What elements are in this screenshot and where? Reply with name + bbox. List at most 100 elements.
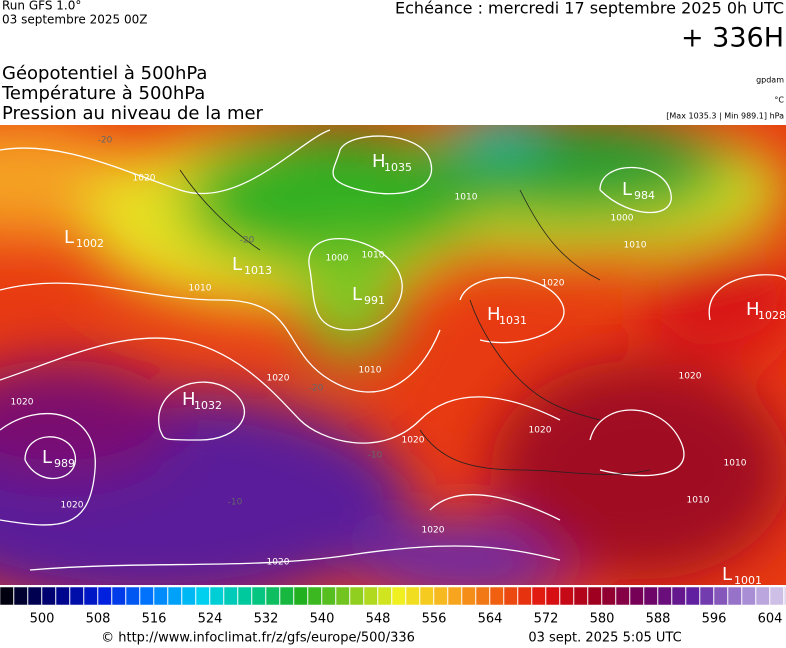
colorbar-cell	[321, 586, 336, 606]
colorbar-cell	[111, 586, 126, 606]
colorbar-cell	[195, 586, 210, 606]
colorbar-cell	[671, 586, 686, 606]
unit-label: °C	[774, 96, 784, 105]
colorbar-label: 572	[534, 612, 559, 627]
colorbar-cell	[237, 586, 252, 606]
colorbar-cell	[741, 586, 756, 606]
colorbar-cell	[265, 586, 280, 606]
colorbar-cell	[363, 586, 378, 606]
isobar-label: 1020	[133, 174, 156, 184]
colorbar-cell	[713, 586, 728, 606]
isobar-label: 1010	[455, 193, 478, 203]
colorbar-cell	[13, 586, 28, 606]
colorbar-cell	[727, 586, 742, 606]
isobar-label: 1020	[542, 279, 565, 289]
layer-label: Pression au niveau de la mer	[2, 103, 264, 124]
colorbar-cell	[419, 586, 434, 606]
isobar-label: 1000	[611, 214, 634, 224]
colorbar-cell	[41, 586, 56, 606]
map-field	[0, 125, 786, 585]
colorbar-cell	[559, 586, 574, 606]
layer-label: Température à 500hPa	[1, 83, 205, 104]
pressure-value: 984	[634, 189, 655, 202]
pressure-letter: L	[622, 179, 632, 200]
colorbar-cell	[391, 586, 406, 606]
unit-label: [Max 1035.3 | Min 989.1] hPa	[666, 112, 784, 121]
colorbar-cell	[475, 586, 490, 606]
isobar-label: 1010	[724, 459, 747, 469]
isobar-label: 1020	[679, 372, 702, 382]
isobar-label: 1010	[359, 366, 382, 376]
isobar-label: 1010	[189, 284, 212, 294]
colorbar-cell	[293, 586, 308, 606]
colorbar-cell	[755, 586, 770, 606]
pressure-value: 1032	[194, 399, 222, 412]
footer-time: 03 sept. 2025 5:05 UTC	[528, 631, 681, 646]
colorbar-label: 580	[590, 612, 615, 627]
colorbar-cell	[167, 586, 182, 606]
pressure-letter: H	[746, 299, 760, 320]
colorbar-label: 524	[198, 612, 223, 627]
colorbar-cell	[153, 586, 168, 606]
colorbar-cell	[503, 586, 518, 606]
colorbar-cell	[139, 586, 154, 606]
pressure-letter: H	[182, 389, 196, 410]
colorbar-cell	[783, 586, 786, 606]
pressure-value: 1028	[758, 309, 786, 322]
colorbar-label: 540	[310, 612, 335, 627]
unit-label: gpdam	[756, 76, 784, 85]
colorbar-cell	[181, 586, 196, 606]
isotherm-label: -10	[228, 498, 243, 508]
isobar-label: 1020	[422, 526, 445, 536]
colorbar-cell	[433, 586, 448, 606]
pressure-value: 1031	[499, 314, 527, 327]
colorbar-cell	[279, 586, 294, 606]
colorbar-cell	[615, 586, 630, 606]
colorbar-cell	[307, 586, 322, 606]
colorbar-cell	[349, 586, 364, 606]
colorbar-label: 596	[702, 612, 727, 627]
isobar-label: 1020	[267, 374, 290, 384]
isotherm-label: -20	[240, 236, 255, 246]
colorbar-cell	[97, 586, 112, 606]
colorbar-cell	[489, 586, 504, 606]
forecast-time: Echéance : mercredi 17 septembre 2025 0h…	[395, 0, 784, 18]
colorbar-cell	[377, 586, 392, 606]
pressure-letter: L	[352, 284, 362, 305]
isobar-label: 1020	[402, 436, 425, 446]
isotherm-label: -20	[309, 384, 324, 394]
colorbar-label: 516	[142, 612, 167, 627]
pressure-letter: H	[372, 151, 386, 172]
pressure-value: 1002	[76, 237, 104, 250]
colorbar-label: 604	[758, 612, 783, 627]
isobar-label: 1010	[362, 251, 385, 261]
colorbar-cell	[223, 586, 238, 606]
colorbar-cell	[55, 586, 70, 606]
colorbar-cell	[629, 586, 644, 606]
colorbar-cell	[601, 586, 616, 606]
pressure-value: 1035	[384, 161, 412, 174]
colorbar-label: 548	[366, 612, 391, 627]
isotherm-label: -10	[368, 451, 383, 461]
colorbar-cell	[125, 586, 140, 606]
colorbar-cell	[769, 586, 784, 606]
colorbar-label: 564	[478, 612, 503, 627]
colorbar-label: 508	[86, 612, 111, 627]
colorbar-cell	[27, 586, 42, 606]
pressure-letter: H	[487, 304, 501, 325]
pressure-value: 989	[54, 457, 75, 470]
isobar-label: 1020	[61, 501, 84, 511]
colorbar-cell	[643, 586, 658, 606]
colorbar-cell	[685, 586, 700, 606]
colorbar-cell	[657, 586, 672, 606]
pressure-value: 1013	[244, 264, 272, 277]
isotherm-label: -20	[98, 136, 113, 146]
colorbar-cell	[335, 586, 350, 606]
colorbar-cell	[461, 586, 476, 606]
footer-source: © http://www.infoclimat.fr/z/gfs/europe/…	[101, 631, 415, 646]
forecast-hour: + 336H	[681, 23, 784, 54]
colorbar-cell	[447, 586, 462, 606]
pressure-letter: L	[232, 254, 242, 275]
pressure-letter: L	[64, 227, 74, 248]
